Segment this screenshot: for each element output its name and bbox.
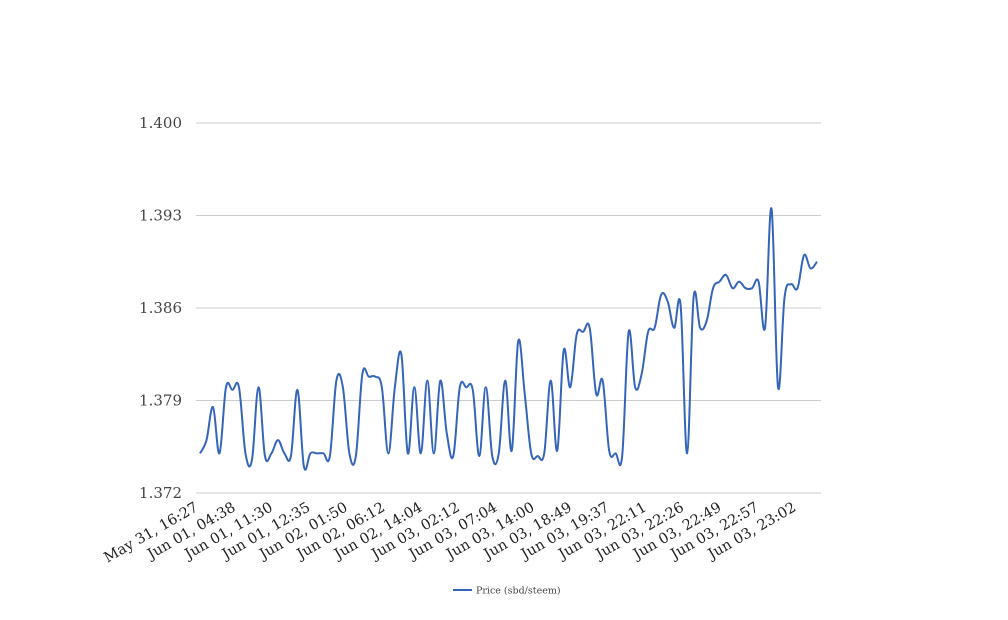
legend: Price (sbd/steem): [453, 586, 561, 597]
y-tick-label: 1.386: [139, 299, 182, 317]
y-tick-label: 1.372: [139, 484, 182, 502]
legend-label: Price (sbd/steem): [476, 586, 561, 597]
y-tick-label: 1.379: [139, 392, 182, 410]
gridlines: [196, 122, 821, 494]
y-axis-ticks: 1.372 1.379 1.386 1.393 1.400: [139, 114, 182, 502]
series-line-0: [199, 207, 818, 471]
y-tick-label: 1.393: [139, 207, 182, 225]
y-tick-label: 1.400: [139, 114, 182, 132]
series-layer: [199, 207, 818, 471]
